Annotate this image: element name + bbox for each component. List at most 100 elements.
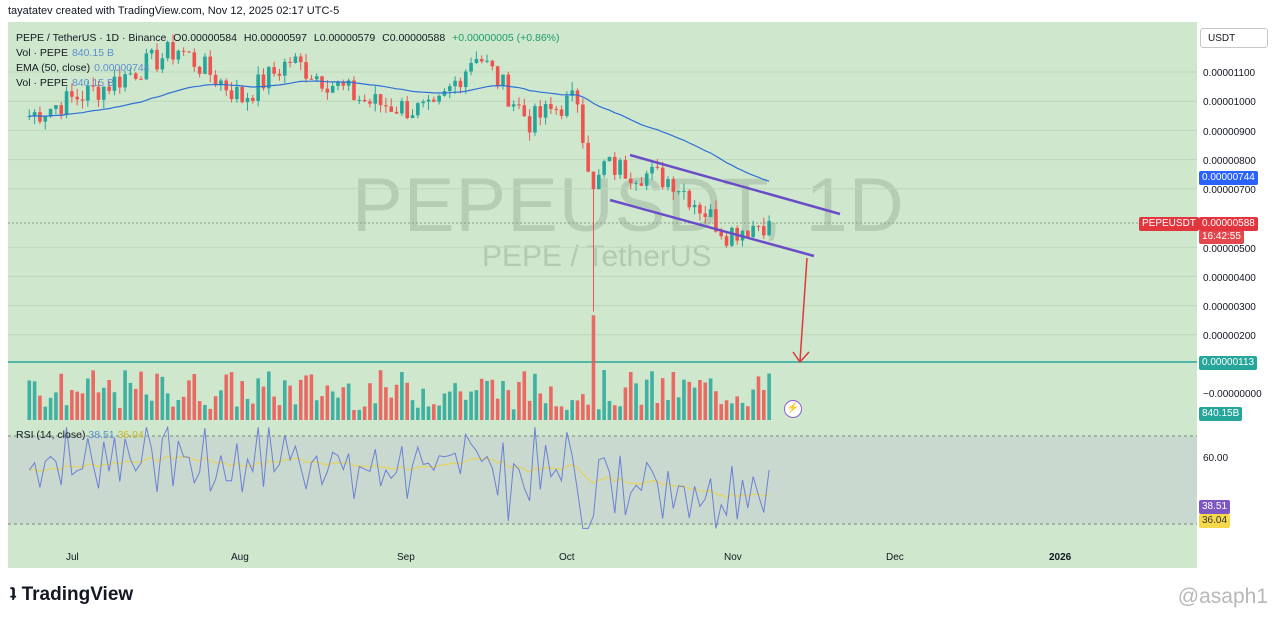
candle-body <box>91 85 95 87</box>
ema-price-tag: 0.00000744 <box>1199 171 1258 185</box>
candle-body <box>309 78 314 80</box>
time-tick: Dec <box>886 552 904 563</box>
volume-bar <box>309 374 314 420</box>
countdown-tag: 16:42:55 <box>1199 230 1244 244</box>
candle-body <box>208 56 213 75</box>
candle-body <box>38 112 42 122</box>
candle-body <box>48 108 53 117</box>
volume-bar <box>575 400 580 420</box>
candle-body <box>432 99 436 102</box>
candle-body <box>330 85 335 93</box>
volume-bar <box>203 404 207 420</box>
candle-body <box>171 42 175 60</box>
volume-bar <box>463 399 468 420</box>
volume-bar <box>437 405 441 420</box>
candle-body <box>176 50 181 60</box>
candle-body <box>165 42 170 59</box>
volume-bar <box>197 401 202 420</box>
volume-bar <box>565 409 569 420</box>
volume-bar <box>394 384 399 420</box>
tradingview-logo[interactable]: ʇ TradingView <box>10 584 133 606</box>
volume-bar <box>373 403 378 420</box>
volume-bar <box>54 392 58 420</box>
time-tick: 2026 <box>1049 552 1072 563</box>
volume-bar <box>320 396 324 420</box>
candle-body <box>458 80 463 88</box>
candle-body <box>117 76 122 88</box>
candle-body <box>623 160 628 179</box>
volume-bar <box>91 370 95 420</box>
volume-bar <box>298 379 303 420</box>
candle-body <box>703 213 708 217</box>
candle-body <box>341 81 346 86</box>
candle-body <box>522 105 527 117</box>
volume-bar <box>597 409 601 420</box>
volume-bar <box>655 402 660 420</box>
volume-bar <box>501 381 505 420</box>
volume-bar <box>554 406 559 420</box>
volume-bar <box>762 389 766 420</box>
candle-body <box>75 96 79 100</box>
currency-button[interactable]: USDT <box>1200 28 1268 48</box>
volume-bar <box>192 373 197 420</box>
volume-bar <box>400 372 404 420</box>
volume-bar <box>245 398 250 420</box>
candle-body <box>554 108 559 110</box>
volume-bar <box>330 391 335 420</box>
volume-bar <box>133 388 138 420</box>
volume-bar <box>485 380 489 420</box>
time-tick: Sep <box>397 552 415 563</box>
price-axis[interactable] <box>1197 22 1280 568</box>
legend-ema-label[interactable]: EMA (50, close) <box>16 62 91 74</box>
candle-body <box>416 103 420 116</box>
volume-bar <box>453 383 457 420</box>
candle-body <box>43 116 48 122</box>
candle-body <box>597 174 601 190</box>
candle-body <box>224 80 229 91</box>
candle-body <box>70 91 74 97</box>
candle-body <box>724 236 729 246</box>
candle-body <box>511 104 516 107</box>
candle-body <box>751 225 755 238</box>
price-tick: 0.00000800 <box>1203 156 1256 167</box>
volume-bar <box>213 396 218 420</box>
candle-body <box>485 60 489 62</box>
arrow-head <box>792 351 810 364</box>
time-tick: Aug <box>231 552 249 563</box>
lightning-icon[interactable]: ⚡ <box>784 400 802 418</box>
time-tick: Nov <box>724 552 742 563</box>
candle-body <box>203 56 207 74</box>
candle-body <box>719 231 724 237</box>
candle-body <box>64 91 69 115</box>
volume-bar <box>86 378 90 420</box>
candle-body <box>655 166 660 168</box>
candle-body <box>517 104 521 106</box>
candle-body <box>139 78 143 80</box>
volume-bar <box>687 381 692 420</box>
volume-bar <box>362 406 367 420</box>
legend-vol-label[interactable]: Vol · PEPE <box>16 47 68 59</box>
rsi-label[interactable]: RSI (14, close) <box>16 429 86 441</box>
candle-body <box>187 51 191 53</box>
volume-bar <box>522 371 527 420</box>
legend-vol2-value: 840.15 B <box>71 77 114 89</box>
volume-bar <box>181 396 186 420</box>
candle-body <box>575 90 580 105</box>
volume-bar <box>352 409 356 420</box>
time-tick: Jul <box>66 552 79 563</box>
volume-bar <box>708 378 713 420</box>
volume-bar <box>70 390 74 420</box>
candle-body <box>591 171 596 190</box>
candle-body <box>533 106 537 133</box>
volume-bar <box>341 387 346 420</box>
volume-bar <box>346 383 351 420</box>
legend-vol2-label[interactable]: Vol · PEPE <box>16 77 68 89</box>
volume-bar <box>506 390 511 420</box>
candle-body <box>298 56 303 63</box>
volume-bar <box>112 392 117 420</box>
volume-bar <box>27 380 32 420</box>
legend-ema-value: 0.00000744 <box>94 62 150 74</box>
candle-body <box>405 101 409 119</box>
legend-symbol[interactable]: PEPE / TetherUS · 1D · Binance <box>16 32 167 44</box>
volume-bar <box>336 397 340 420</box>
